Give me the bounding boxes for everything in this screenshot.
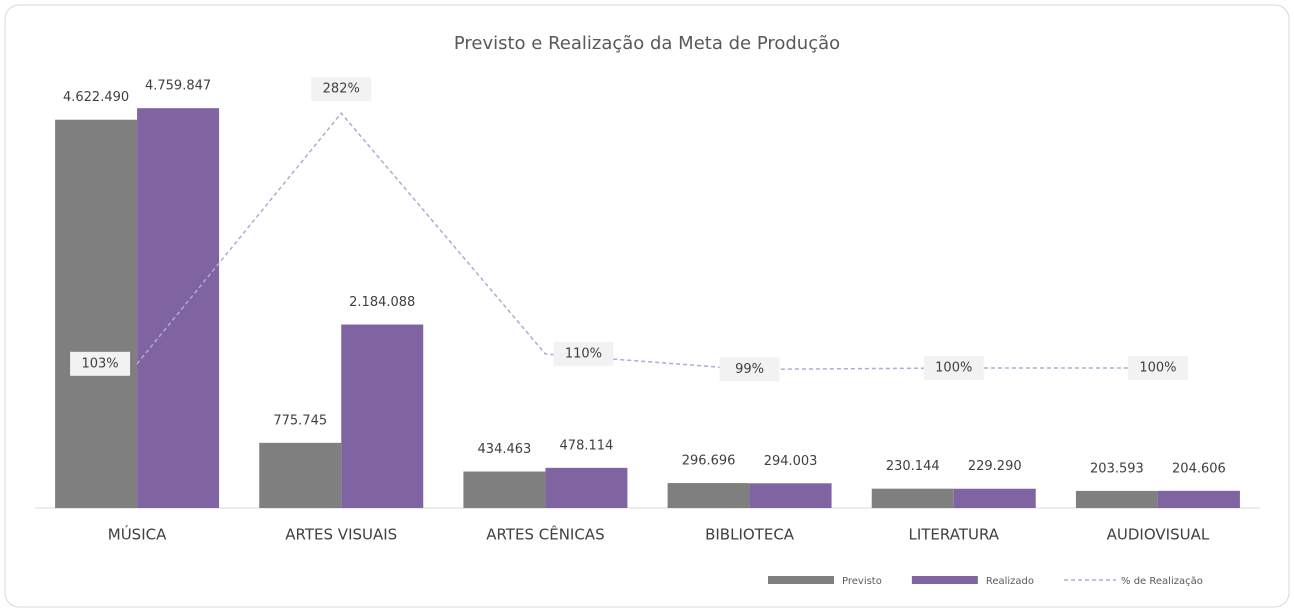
bar [667, 483, 750, 508]
x-tick-label: MÚSICA [108, 525, 167, 544]
bar [1157, 490, 1240, 508]
data-label: 2.184.088 [349, 295, 415, 310]
bar [137, 108, 220, 508]
data-label-box [70, 351, 131, 376]
legend-swatch [768, 576, 834, 584]
data-label: 478.114 [560, 438, 614, 453]
data-label: 282% [323, 82, 360, 97]
legend-label: % de Realização [1121, 576, 1203, 587]
data-label: 110% [565, 347, 602, 362]
data-label-box [311, 77, 372, 102]
bar [953, 488, 1036, 508]
x-tick-label: AUDIOVISUAL [1107, 526, 1210, 544]
bar [55, 119, 138, 508]
data-label: 103% [81, 356, 118, 371]
data-label-box [923, 356, 984, 380]
bar [341, 324, 424, 508]
chart-title: Previsto e Realização da Meta de Produçã… [454, 33, 840, 54]
data-label: 4.622.490 [63, 90, 129, 105]
legend-label: Previsto [842, 576, 882, 587]
data-label: 230.144 [886, 459, 940, 474]
line [136, 112, 1158, 371]
bar [463, 471, 546, 508]
data-label: 296.696 [682, 454, 736, 469]
data-label: 229.290 [968, 459, 1022, 474]
data-label: 99% [735, 362, 764, 377]
x-tick-label: ARTES CÊNICAS [486, 525, 604, 544]
bar [749, 483, 832, 508]
data-label-box [1127, 356, 1188, 380]
data-label: 204.606 [1172, 461, 1226, 476]
data-label: 775.745 [273, 413, 327, 428]
x-tick-label: LITERATURA [908, 526, 999, 544]
data-label: 100% [935, 361, 972, 376]
bar [545, 467, 628, 508]
x-tick-label: ARTES VISUAIS [285, 526, 397, 544]
data-label: 434.463 [478, 442, 532, 457]
data-label-box [553, 342, 614, 366]
x-tick-label: BIBLIOTECA [705, 526, 795, 544]
bar [1075, 490, 1158, 508]
data-label: 294.003 [764, 454, 818, 469]
data-label: 203.593 [1090, 461, 1144, 476]
bar [259, 442, 342, 508]
legend-label: Realizado [986, 576, 1034, 587]
data-label: 4.759.847 [145, 79, 211, 94]
legend-swatch [911, 576, 978, 584]
data-label: 100% [1139, 361, 1176, 376]
bar [871, 488, 954, 508]
data-label-box [719, 357, 780, 382]
